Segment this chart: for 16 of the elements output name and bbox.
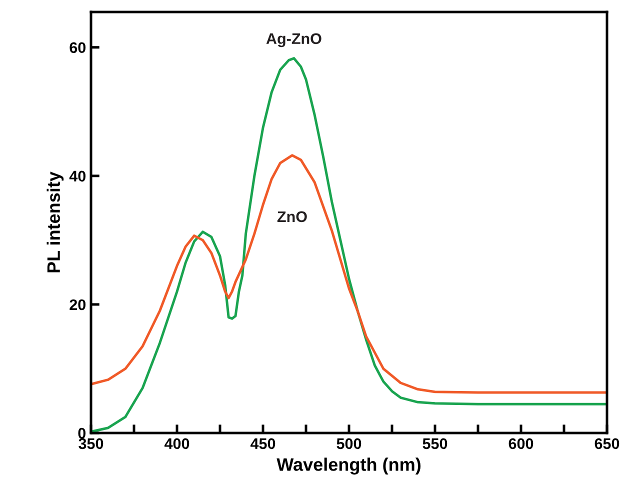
x-tick-label: 350 xyxy=(78,438,104,450)
y-tick-label: 60 xyxy=(70,42,86,54)
x-tick-label: 650 xyxy=(594,438,620,450)
y-axis-title: PL intensity xyxy=(46,172,64,272)
series-label: ZnO xyxy=(277,211,307,222)
x-tick-label: 550 xyxy=(422,438,448,450)
x-tick-label: 600 xyxy=(508,438,534,450)
y-tick-label: 40 xyxy=(69,170,86,182)
x-tick-label: 500 xyxy=(336,438,362,450)
x-axis-title: Wavelength (nm) xyxy=(276,458,420,475)
line-series xyxy=(91,154,607,394)
x-tick-label: 400 xyxy=(164,438,190,450)
y-tick-label: 20 xyxy=(70,299,86,310)
y-tick-label: 0 xyxy=(78,428,86,439)
x-tick-label: 450 xyxy=(250,438,276,450)
series-label: Ag-ZnO xyxy=(266,33,322,48)
